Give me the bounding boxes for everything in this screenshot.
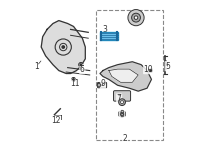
- Text: 7: 7: [117, 94, 122, 103]
- Circle shape: [149, 69, 153, 72]
- Text: 1: 1: [34, 62, 39, 71]
- Text: 6: 6: [80, 65, 85, 74]
- Text: 12: 12: [51, 116, 61, 125]
- Circle shape: [62, 46, 64, 48]
- Polygon shape: [41, 21, 85, 74]
- Circle shape: [134, 16, 138, 19]
- Text: 2: 2: [123, 134, 127, 143]
- Text: 3: 3: [102, 25, 107, 34]
- Circle shape: [79, 62, 83, 67]
- Text: 4: 4: [130, 13, 135, 22]
- Text: 11: 11: [70, 79, 80, 88]
- Circle shape: [80, 64, 82, 65]
- Text: 10: 10: [144, 65, 153, 74]
- Polygon shape: [100, 62, 151, 91]
- Text: 5: 5: [165, 62, 170, 71]
- Circle shape: [97, 83, 101, 87]
- Text: 9: 9: [101, 79, 105, 88]
- Text: 8: 8: [120, 110, 124, 119]
- Circle shape: [119, 99, 125, 106]
- Circle shape: [132, 13, 140, 22]
- Circle shape: [121, 101, 124, 104]
- Circle shape: [72, 77, 75, 81]
- Circle shape: [73, 79, 74, 80]
- Polygon shape: [109, 69, 138, 82]
- FancyBboxPatch shape: [98, 82, 107, 88]
- Circle shape: [150, 70, 151, 71]
- Circle shape: [128, 10, 144, 26]
- FancyBboxPatch shape: [114, 91, 131, 101]
- Polygon shape: [100, 32, 118, 40]
